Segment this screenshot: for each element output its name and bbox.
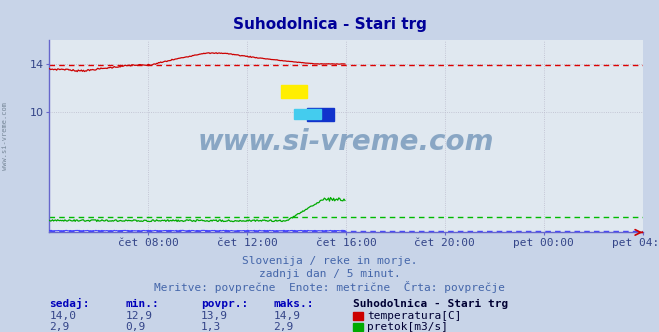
Text: 13,9: 13,9 — [201, 311, 228, 321]
Text: 12,9: 12,9 — [125, 311, 152, 321]
Text: Suhodolnica - Stari trg: Suhodolnica - Stari trg — [233, 17, 426, 33]
Text: Suhodolnica - Stari trg: Suhodolnica - Stari trg — [353, 299, 508, 309]
Bar — [308, 108, 334, 121]
Text: 2,9: 2,9 — [49, 322, 70, 332]
Text: min.:: min.: — [125, 299, 159, 309]
Text: povpr.:: povpr.: — [201, 299, 248, 309]
Text: pretok[m3/s]: pretok[m3/s] — [367, 322, 448, 332]
Text: sedaj:: sedaj: — [49, 298, 90, 309]
Text: 2,9: 2,9 — [273, 322, 294, 332]
Text: zadnji dan / 5 minut.: zadnji dan / 5 minut. — [258, 269, 401, 279]
Text: 1,3: 1,3 — [201, 322, 221, 332]
Text: www.si-vreme.com: www.si-vreme.com — [2, 102, 9, 170]
Text: maks.:: maks.: — [273, 299, 314, 309]
Text: 14,0: 14,0 — [49, 311, 76, 321]
Text: 14,9: 14,9 — [273, 311, 301, 321]
Text: 0,9: 0,9 — [125, 322, 146, 332]
Bar — [294, 109, 321, 119]
Text: temperatura[C]: temperatura[C] — [367, 311, 461, 321]
Text: www.si-vreme.com: www.si-vreme.com — [198, 128, 494, 156]
Text: Slovenija / reke in morje.: Slovenija / reke in morje. — [242, 256, 417, 266]
Text: Meritve: povprečne  Enote: metrične  Črta: povprečje: Meritve: povprečne Enote: metrične Črta:… — [154, 281, 505, 293]
Bar — [281, 85, 308, 98]
